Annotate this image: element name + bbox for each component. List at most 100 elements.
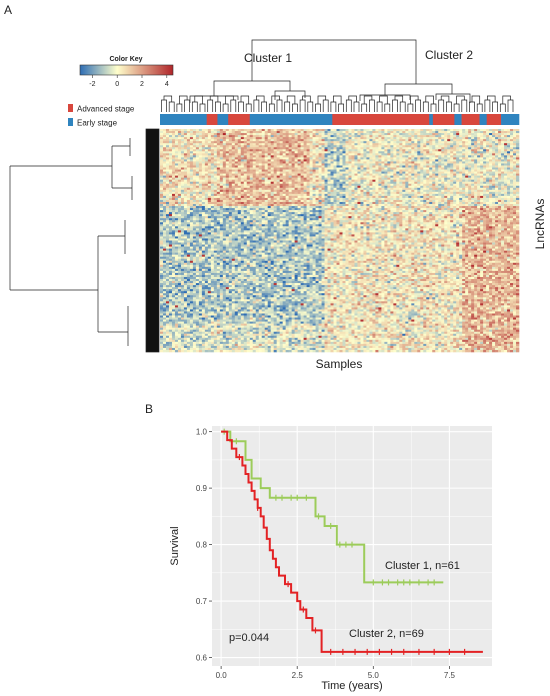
heatmap-cell (492, 199, 496, 203)
heatmap-cell (222, 145, 227, 148)
heatmap-cell (201, 208, 206, 211)
heatmap-cell (372, 135, 376, 138)
heatmap-cell (297, 169, 301, 172)
heatmap-cell (405, 137, 409, 140)
heatmap-cell (504, 147, 508, 150)
heatmap-cell (303, 159, 307, 162)
heatmap-cell (160, 157, 164, 160)
heatmap-cell (198, 139, 203, 142)
heatmap-cell (210, 206, 215, 209)
heatmap-cell (402, 153, 406, 156)
heatmap-cell (306, 143, 310, 146)
heatmap-cell (165, 187, 170, 191)
heatmap-cell (495, 147, 499, 150)
heatmap-cell (186, 155, 191, 158)
heatmap-cell (195, 163, 200, 166)
heatmap-cell (507, 143, 511, 146)
heatmap-cell (309, 181, 313, 185)
heatmap-cell (234, 135, 239, 138)
heatmap-cell (390, 131, 394, 134)
sample-stage-segment (160, 114, 207, 125)
heatmap-cell (465, 175, 469, 178)
heatmap-cell (438, 147, 442, 150)
heatmap-cell (168, 153, 173, 156)
heatmap-cell (252, 204, 257, 207)
sample-stage-segment (432, 114, 455, 125)
heatmap-cell (387, 185, 391, 189)
heatmap-cell (414, 183, 418, 187)
heatmap-cell (384, 157, 388, 160)
heatmap-cell (165, 157, 170, 160)
heatmap-cell (288, 137, 292, 140)
heatmap-cell (324, 199, 328, 203)
heatmap-cell (207, 157, 212, 160)
heatmap-cell (414, 137, 418, 140)
heatmap-cell (180, 171, 185, 174)
heatmap-cell (468, 165, 472, 168)
heatmap-cell (408, 139, 412, 142)
heatmap-cell (357, 165, 361, 168)
heatmap-cell (321, 155, 325, 158)
heatmap-cell (408, 137, 412, 140)
heatmap-cell (285, 151, 289, 154)
heatmap-cell (327, 141, 331, 144)
heatmap-cell (402, 179, 406, 183)
heatmap-cell (324, 155, 328, 158)
heatmap-cell (381, 129, 385, 132)
heatmap-cell (228, 208, 233, 211)
heatmap-cell (177, 206, 182, 209)
heatmap-cell (372, 206, 376, 209)
heatmap-cell (204, 189, 209, 193)
heatmap-cell (258, 193, 263, 197)
heatmap-cell (270, 153, 274, 156)
heatmap-cell (495, 187, 499, 191)
heatmap-cell (168, 171, 173, 174)
heatmap-cell (222, 161, 227, 164)
heatmap-cell (324, 141, 328, 144)
heatmap-cell (414, 149, 418, 152)
heatmap-cell (342, 181, 346, 185)
heatmap-cell (513, 155, 517, 158)
heatmap-cell (438, 187, 442, 191)
heatmap-cell (300, 206, 304, 209)
heatmap-cell (510, 145, 514, 148)
heatmap-cell (288, 173, 292, 176)
heatmap-cell (270, 199, 274, 203)
heatmap-cell (363, 206, 367, 209)
heatmap-cell (381, 155, 385, 158)
heatmap-cell (507, 153, 511, 156)
heatmap-cell (219, 195, 224, 199)
heatmap-cell (210, 201, 215, 205)
heatmap-cell (177, 187, 182, 191)
heatmap-cell (486, 187, 490, 191)
heatmap-cell (366, 163, 370, 166)
heatmap-cell (216, 169, 221, 172)
heatmap-cell (282, 159, 286, 162)
heatmap-cell (414, 129, 418, 132)
heatmap-cell (459, 177, 463, 180)
heatmap-cell (441, 135, 445, 138)
heatmap-cell (198, 179, 203, 183)
heatmap-cell (222, 155, 227, 158)
heatmap-cell (183, 133, 188, 136)
heatmap-cell (171, 145, 176, 148)
heatmap-cell (180, 206, 185, 209)
heatmap-cell (333, 201, 337, 205)
heatmap-cell (219, 185, 224, 189)
heatmap-cell (189, 175, 194, 178)
heatmap-cell (501, 129, 505, 132)
heatmap-cell (234, 189, 239, 193)
heatmap-cell (513, 181, 517, 185)
heatmap-cell (432, 189, 436, 193)
heatmap-cell (480, 139, 484, 142)
heatmap-cell (360, 157, 364, 160)
heatmap-cell (507, 181, 511, 185)
heatmap-cell (210, 135, 215, 138)
heatmap-cell (456, 206, 460, 209)
heatmap-cell (423, 204, 427, 207)
heatmap-cell (210, 153, 215, 156)
heatmap-cell (300, 169, 304, 172)
heatmap-cell (402, 155, 406, 158)
heatmap-cell (285, 171, 289, 174)
heatmap-cell (255, 133, 260, 136)
